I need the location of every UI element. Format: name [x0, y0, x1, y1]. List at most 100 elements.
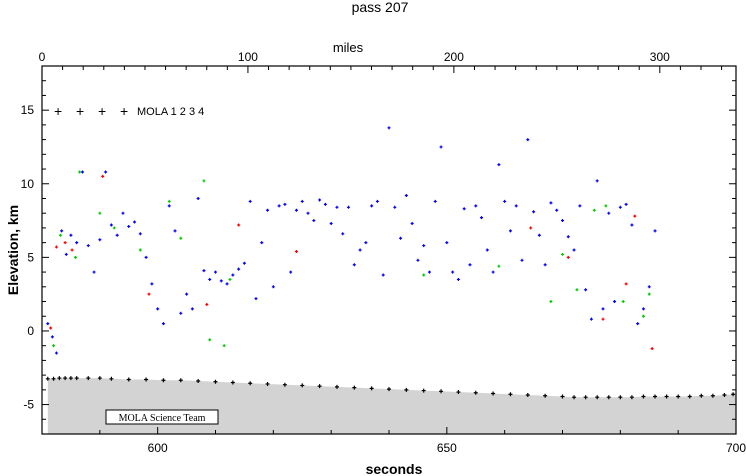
- data-point-series-4: [260, 241, 264, 245]
- data-point-series-4: [341, 232, 345, 236]
- data-point-series-4: [468, 263, 472, 267]
- data-point-series-2: [624, 282, 628, 286]
- data-point-series-4: [214, 270, 217, 274]
- data-point-series-2: [205, 302, 209, 306]
- data-point-series-1: [196, 379, 201, 384]
- data-point-series-4: [156, 307, 160, 311]
- data-point-series-4: [335, 205, 339, 209]
- data-point-series-3: [59, 233, 63, 237]
- data-point-series-2: [237, 223, 241, 227]
- data-point-series-4: [254, 297, 258, 301]
- data-point-series-1: [629, 395, 634, 400]
- data-point-series-3: [208, 338, 212, 342]
- data-point-series-2: [650, 347, 654, 351]
- data-point-series-3: [621, 300, 625, 304]
- data-point-series-4: [318, 198, 322, 202]
- data-point-series-1: [97, 376, 102, 381]
- data-point-series-3: [647, 292, 651, 296]
- data-point-series-4: [283, 202, 287, 206]
- data-point-series-2: [54, 245, 58, 249]
- y-axis-label: Elevation, km: [5, 205, 21, 295]
- data-point-series-4: [393, 205, 397, 209]
- data-point-series-1: [63, 376, 68, 381]
- data-point-series-4: [526, 138, 530, 142]
- data-point-series-4: [323, 202, 327, 206]
- data-point-series-1: [439, 389, 444, 394]
- data-point-series-4: [329, 222, 333, 226]
- data-point-series-1: [722, 392, 727, 397]
- data-point-series-3: [222, 344, 226, 348]
- data-point-series-4: [410, 222, 414, 226]
- data-point-series-4: [508, 229, 512, 233]
- data-point-series-4: [537, 233, 541, 237]
- data-point-series-4: [618, 205, 622, 209]
- data-point-series-4: [231, 273, 235, 277]
- y-tick-label: -5: [23, 398, 34, 412]
- y-tick-label: 0: [27, 324, 34, 338]
- data-point-series-1: [731, 392, 736, 397]
- data-point-series-1: [369, 386, 374, 391]
- data-point-series-4: [491, 270, 495, 274]
- data-point-series-4: [514, 204, 518, 208]
- data-point-series-4: [46, 322, 50, 326]
- data-point-series-4: [64, 252, 68, 256]
- data-point-series-4: [439, 145, 443, 149]
- data-point-series-4: [578, 204, 582, 208]
- data-point-series-4: [347, 205, 351, 209]
- data-point-series-4: [589, 317, 593, 321]
- data-point-series-4: [167, 204, 171, 208]
- data-point-series-4: [69, 233, 73, 237]
- data-point-series-1: [300, 383, 305, 388]
- data-point-series-4: [474, 204, 478, 208]
- legend: MOLA 1 2 3 4 + + + +: [54, 103, 204, 119]
- data-point-series-1: [387, 387, 391, 392]
- data-point-series-1: [606, 395, 611, 400]
- y-tick-label: 15: [21, 103, 35, 117]
- data-point-series-4: [75, 241, 79, 245]
- top-tick-label: 200: [444, 50, 464, 64]
- data-point-series-4: [271, 285, 275, 289]
- data-point-series-1: [583, 395, 588, 400]
- top-tick-label: 300: [650, 50, 670, 64]
- data-point-series-3: [74, 255, 78, 259]
- data-point-series-4: [381, 273, 385, 277]
- data-point-series-1: [74, 376, 79, 381]
- data-point-series-4: [219, 279, 223, 283]
- data-point-series-2: [147, 292, 151, 296]
- data-point-series-3: [98, 211, 102, 215]
- data-point-series-1: [572, 395, 577, 400]
- x-tick-label: 700: [726, 441, 746, 455]
- data-point-series-4: [584, 288, 588, 292]
- data-point-series-3: [112, 226, 116, 230]
- data-point-series-3: [497, 264, 501, 268]
- data-point-series-4: [647, 285, 651, 289]
- data-point-series-4: [503, 199, 507, 203]
- data-point-series-1: [230, 380, 235, 385]
- data-point-series-3: [78, 170, 82, 174]
- data-point-series-3: [179, 236, 183, 240]
- data-point-series-4: [312, 219, 316, 223]
- credit-box: MOLA Science Team: [105, 409, 219, 425]
- data-point-series-1: [265, 381, 270, 386]
- data-point-series-4: [613, 300, 617, 304]
- data-point-series-4: [248, 199, 252, 203]
- y-tick-label: 5: [27, 250, 34, 264]
- data-point-series-4: [115, 233, 119, 237]
- data-point-series-1: [491, 391, 496, 396]
- x-tick-label: 650: [437, 441, 457, 455]
- credit-label: MOLA Science Team: [119, 413, 206, 424]
- data-point-series-4: [375, 199, 379, 203]
- data-point-series-4: [144, 255, 148, 259]
- data-point-series-4: [121, 211, 125, 215]
- data-point-series-1: [641, 394, 646, 399]
- data-point-series-4: [92, 270, 96, 274]
- data-point-series-3: [561, 252, 564, 256]
- data-point-series-2: [633, 214, 637, 218]
- data-point-series-4: [161, 322, 165, 326]
- data-point-series-3: [422, 273, 426, 277]
- data-point-series-4: [636, 322, 640, 326]
- data-point-series-1: [676, 394, 681, 399]
- data-point-series-3: [604, 204, 608, 208]
- data-point-series-4: [485, 248, 489, 252]
- data-point-series-4: [387, 126, 391, 130]
